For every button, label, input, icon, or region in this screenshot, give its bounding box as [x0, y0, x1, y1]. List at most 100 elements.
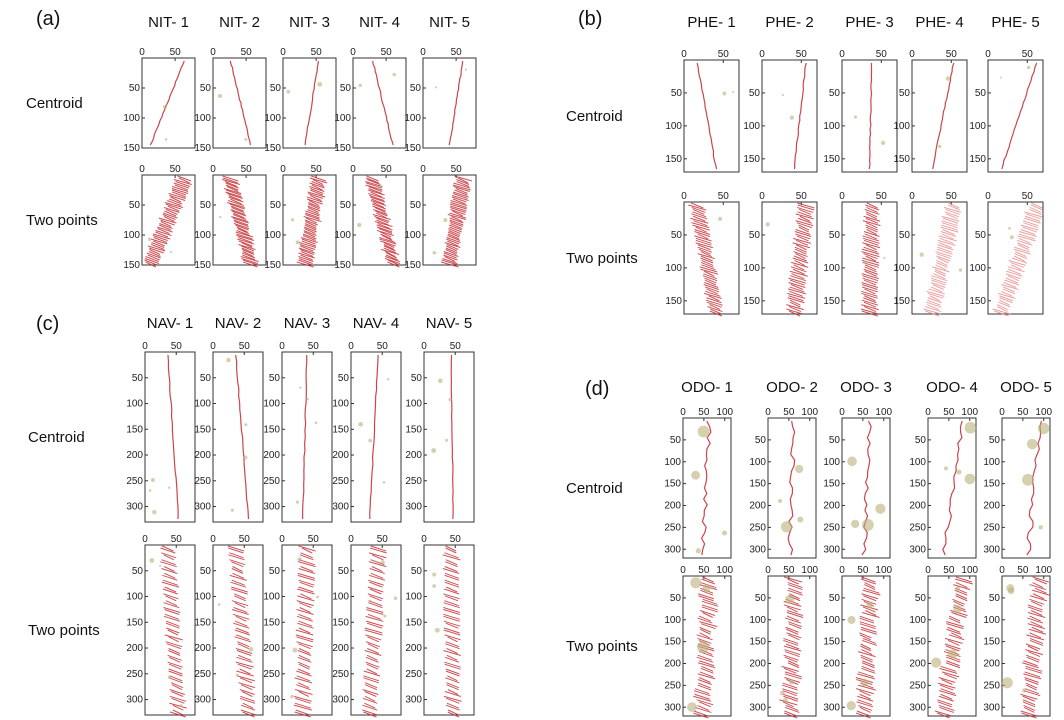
debris-mark — [964, 421, 977, 434]
orientation-segment — [796, 206, 814, 213]
orientation-segment — [444, 581, 460, 588]
orientation-segment — [163, 554, 175, 561]
orientation-segment — [865, 255, 877, 262]
orientation-segment — [298, 247, 315, 254]
orientation-segment — [693, 712, 709, 719]
orientation-segment — [364, 627, 383, 634]
orientation-segment — [383, 247, 397, 254]
trajectory-two-points — [144, 175, 192, 268]
orientation-segment — [784, 710, 798, 717]
orientation-segment — [859, 706, 871, 713]
y-tick-label: 150 — [264, 260, 281, 271]
orientation-segment — [368, 193, 385, 199]
orientation-segment — [861, 639, 877, 646]
orientation-segment — [300, 566, 314, 572]
orientation-segment — [457, 177, 469, 184]
orientation-segment — [694, 706, 712, 713]
orientation-segment — [367, 622, 383, 629]
orientation-segment — [441, 259, 459, 266]
orientation-segment — [362, 709, 378, 716]
orientation-segment — [364, 629, 383, 636]
orientation-segment — [860, 654, 873, 661]
orientation-segment — [383, 244, 395, 250]
orientation-segment — [446, 244, 459, 250]
orientation-segment — [364, 695, 376, 702]
orientation-segment — [1020, 710, 1038, 717]
y-tick-label: 100 — [664, 457, 681, 468]
x-tick-label: 0 — [421, 534, 427, 545]
x-tick-label: 50 — [946, 191, 958, 202]
orientation-segment — [788, 310, 801, 317]
plot-frame — [352, 174, 407, 266]
orientation-segment — [298, 620, 313, 627]
orientation-segment — [930, 275, 948, 282]
orientation-segment — [702, 598, 718, 605]
y-tick-label: 150 — [334, 260, 351, 271]
orientation-segment — [376, 226, 393, 233]
orientation-segment — [380, 233, 392, 240]
plot-c-2-4: 0 50 50 100 150 200 250 300 — [332, 534, 402, 718]
orientation-segment — [789, 279, 805, 286]
orientation-segment — [706, 288, 719, 295]
orientation-segment — [452, 191, 469, 198]
orientation-segment — [697, 684, 712, 691]
plot-d-2-5: 0 50 100 50 100 150 200 250 300 — [983, 565, 1053, 719]
orientation-segment — [699, 610, 716, 616]
orientation-segment — [443, 252, 457, 259]
orientation-segment — [383, 245, 396, 252]
orientation-segment — [296, 261, 314, 268]
x-tick-label: 50 — [451, 47, 463, 58]
orientation-segment — [167, 654, 182, 661]
orientation-segment — [173, 179, 192, 185]
y-tick-label: 150 — [983, 637, 1000, 648]
orientation-segment — [695, 239, 712, 246]
x-tick-label: 50 — [377, 534, 389, 545]
orientation-segment — [944, 211, 960, 218]
y-tick-label: 100 — [823, 263, 840, 274]
orientation-segment — [1013, 248, 1031, 255]
orientation-segment — [232, 613, 250, 620]
orientation-segment — [231, 207, 245, 213]
orientation-segment — [784, 656, 798, 663]
orientation-segment — [175, 181, 191, 187]
orientation-segment — [444, 566, 458, 572]
orientation-segment — [701, 578, 716, 585]
orientation-segment — [384, 258, 401, 264]
orientation-segment — [298, 568, 315, 574]
y-tick-label: 300 — [664, 702, 681, 713]
x-tick-label: 0 — [765, 407, 771, 418]
debris-mark — [866, 601, 873, 609]
orientation-segment — [303, 230, 317, 236]
orientation-segment — [308, 200, 320, 206]
orientation-segment — [234, 221, 249, 227]
plot-a-2-4: 0 50 50 100 150 — [334, 164, 407, 271]
debris-mark — [782, 697, 788, 703]
x-tick-label: 0 — [279, 534, 285, 545]
orientation-segment — [945, 662, 961, 669]
orientation-segment — [298, 613, 312, 620]
debris-mark — [999, 76, 1003, 79]
orientation-segment — [1011, 257, 1028, 264]
orientation-segment — [1024, 671, 1041, 678]
orientation-segment — [447, 709, 459, 716]
orientation-segment — [445, 704, 460, 711]
debris-mark — [799, 276, 803, 280]
orientation-segment — [165, 209, 178, 215]
x-tick-label: 50 — [381, 47, 393, 58]
orientation-segment — [443, 627, 460, 634]
orientation-segment — [298, 586, 314, 593]
y-tick-label: 50 — [340, 83, 352, 94]
debris-mark — [217, 603, 221, 606]
x-tick-label: 50 — [241, 164, 253, 175]
orientation-segment — [690, 217, 709, 224]
orientation-segment — [449, 221, 463, 227]
orientation-segment — [700, 667, 714, 674]
y-tick-label: 150 — [404, 260, 421, 271]
x-tick-label: 50 — [796, 191, 808, 202]
orientation-segment — [704, 282, 719, 288]
orientation-segment — [169, 675, 183, 682]
debris-mark — [243, 455, 248, 460]
orientation-segment — [298, 602, 312, 609]
x-tick-label: 50 — [381, 164, 393, 175]
debris-mark — [930, 657, 942, 668]
